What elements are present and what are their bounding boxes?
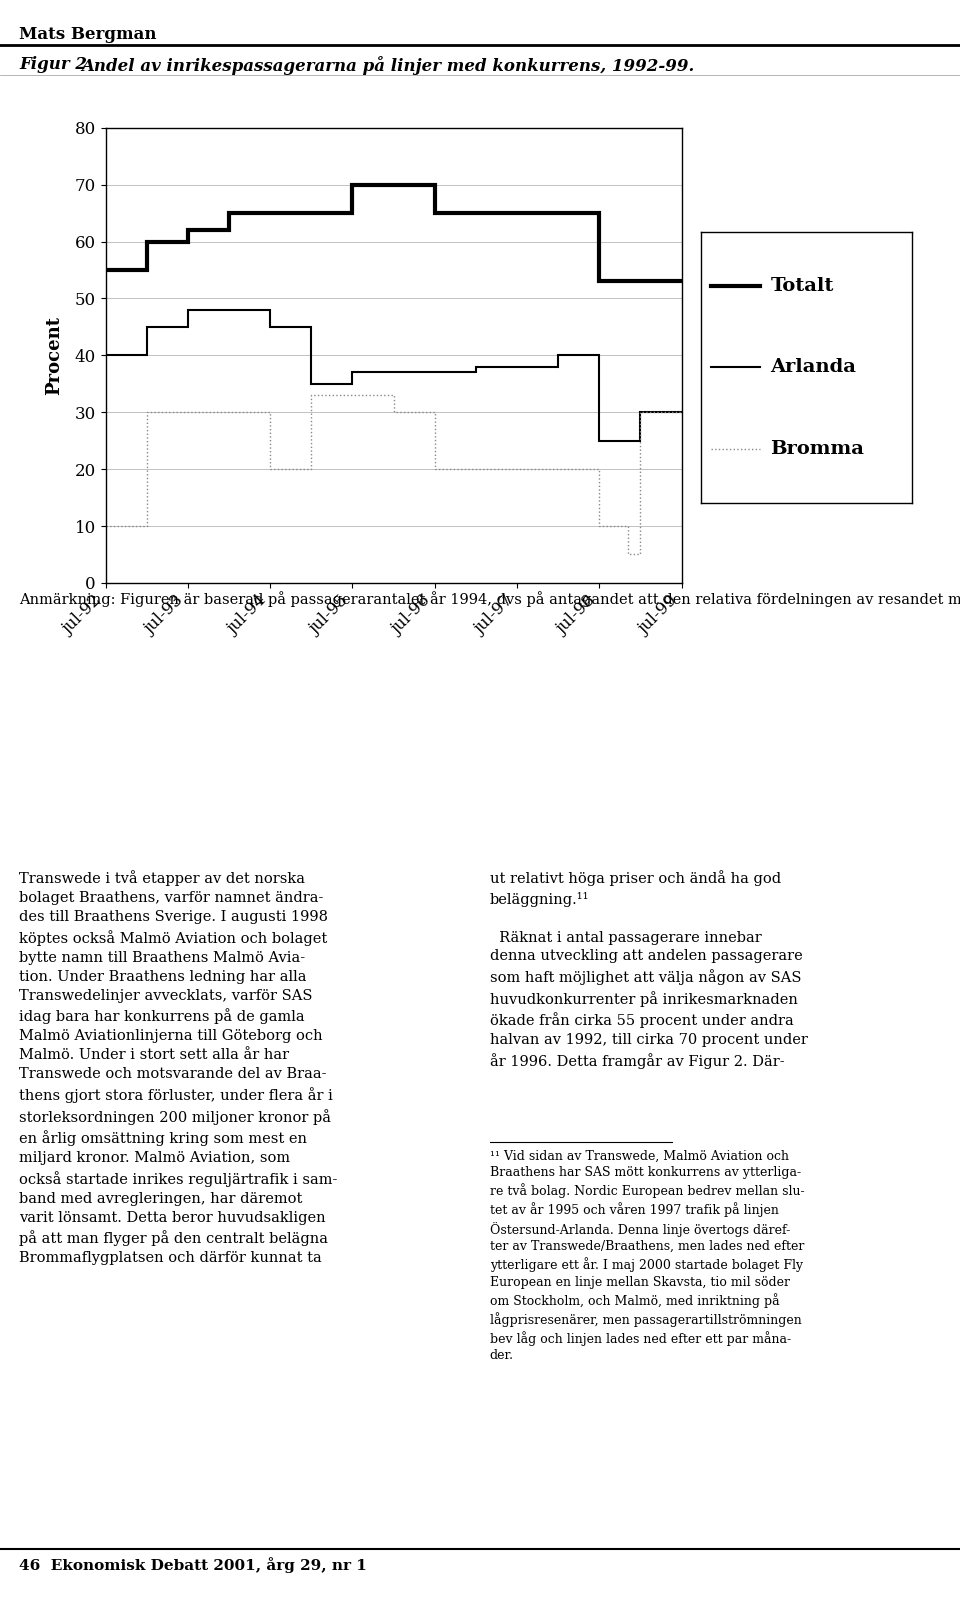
Text: Anmärkning: Figuren är baserad på passagerarantalet år 1994, dvs på antagandet a: Anmärkning: Figuren är baserad på passag… [19, 591, 960, 607]
Text: Figur 2: Figur 2 [19, 56, 93, 73]
Text: Bromma: Bromma [771, 439, 865, 458]
Text: 46  Ekonomisk Debatt 2001, årg 29, nr 1: 46 Ekonomisk Debatt 2001, årg 29, nr 1 [19, 1557, 367, 1573]
Text: ut relativt höga priser och ändå ha god
beläggning.¹¹

  Räknat i antal passager: ut relativt höga priser och ändå ha god … [490, 870, 807, 1068]
Text: Mats Bergman: Mats Bergman [19, 26, 156, 43]
Text: Andel av inrikespassagerarna på linjer med konkurrens, 1992-99.: Andel av inrikespassagerarna på linjer m… [82, 56, 695, 75]
Y-axis label: Procent: Procent [45, 316, 63, 394]
Text: Totalt: Totalt [771, 276, 834, 295]
Text: Transwede i två etapper av det norska
bolaget Braathens, varför namnet ändra-
de: Transwede i två etapper av det norska bo… [19, 870, 338, 1265]
Text: Arlanda: Arlanda [771, 358, 856, 377]
Text: ¹¹ Vid sidan av Transwede, Malmö Aviation och
Braathens har SAS mött konkurrens : ¹¹ Vid sidan av Transwede, Malmö Aviatio… [490, 1150, 804, 1362]
